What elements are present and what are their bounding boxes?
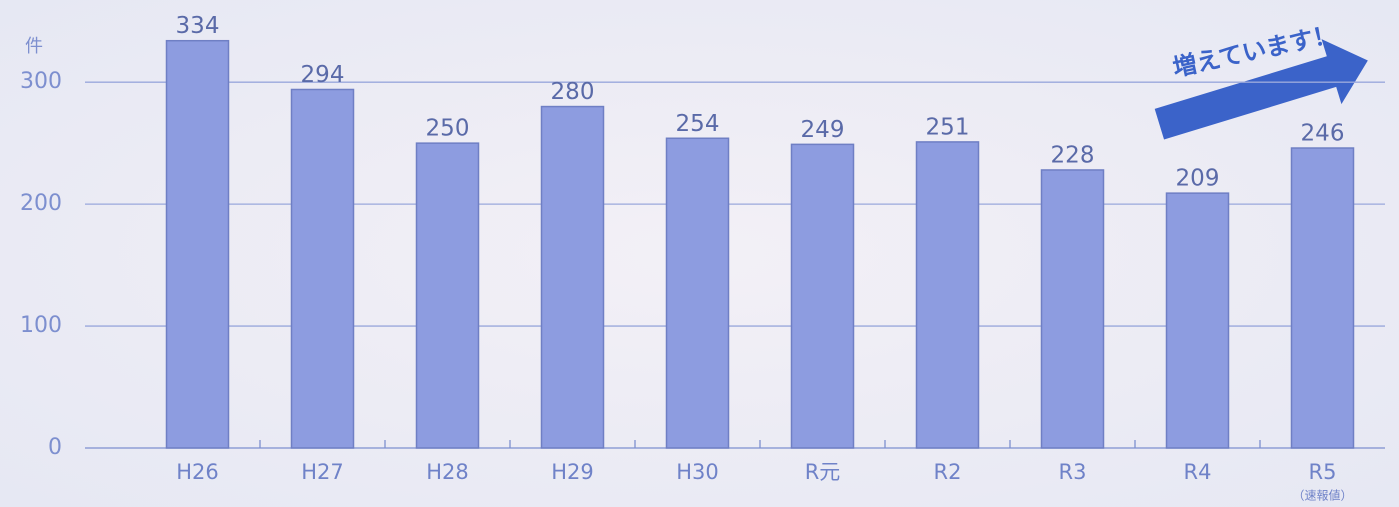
chart: 件 増えています！ 0100200300334H26294H27250H2828… (0, 0, 1399, 507)
y-tick-label: 100 (20, 313, 62, 338)
x-tick-label: H27 (301, 460, 344, 484)
value-label: 254 (676, 111, 720, 137)
bar (792, 144, 854, 448)
bar (542, 107, 604, 448)
value-label: 249 (801, 117, 845, 143)
x-tick-label: H28 (426, 460, 469, 484)
bar (167, 41, 229, 448)
value-label: 294 (301, 62, 345, 88)
x-tick-label: R2 (934, 460, 962, 484)
value-label: 209 (1176, 166, 1220, 192)
bar (1292, 148, 1354, 448)
bar (667, 138, 729, 448)
page: {"chart_data": {"type": "bar", "y_unit":… (0, 0, 1399, 507)
value-label: 334 (176, 13, 220, 39)
x-tick-label: H26 (176, 460, 219, 484)
value-label: 228 (1051, 142, 1095, 168)
bar (917, 142, 979, 448)
bar (1167, 193, 1229, 448)
x-tick-label: R5 (1309, 460, 1337, 484)
x-tick-label: H30 (676, 460, 719, 484)
y-unit: 件 (25, 36, 43, 57)
y-tick-label: 0 (48, 435, 62, 460)
x-tick-label: R元 (805, 460, 841, 484)
value-label: 246 (1301, 121, 1345, 147)
x-tick-sublabel: （速報値） (1292, 488, 1352, 503)
y-tick-label: 200 (20, 191, 62, 216)
bar (417, 143, 479, 448)
x-tick-label: R4 (1184, 460, 1212, 484)
x-tick-label: R3 (1059, 460, 1087, 484)
bar (292, 89, 354, 448)
value-label: 251 (926, 114, 970, 140)
bar (1042, 170, 1104, 448)
value-label: 250 (426, 116, 470, 142)
x-tick-label: H29 (551, 460, 594, 484)
value-label: 280 (551, 79, 595, 105)
y-tick-label: 300 (20, 69, 62, 94)
